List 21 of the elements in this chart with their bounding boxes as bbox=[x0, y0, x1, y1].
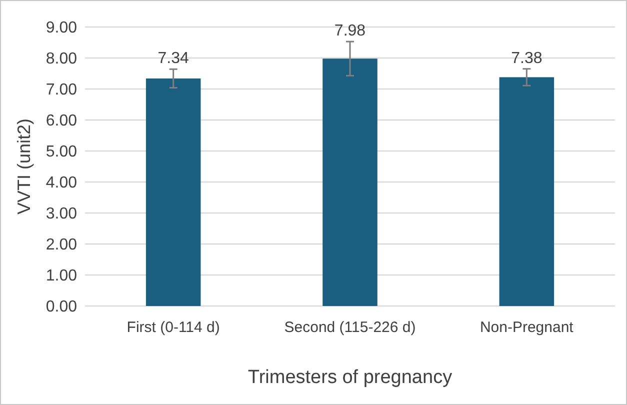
data-label: 7.98 bbox=[334, 22, 366, 40]
bar bbox=[322, 58, 378, 306]
y-tick-label: 6.00 bbox=[46, 112, 78, 130]
x-tick-label: Non-Pregnant bbox=[480, 319, 574, 336]
y-tick-label: 5.00 bbox=[46, 144, 78, 161]
y-axis-title: VVTI (unit2) bbox=[14, 118, 34, 215]
x-axis-title: Trimesters of pregnancy bbox=[248, 367, 453, 388]
y-tick-label: 8.00 bbox=[46, 50, 78, 68]
data-label: 7.38 bbox=[511, 50, 542, 67]
x-tick-label: Second (115-226 d) bbox=[284, 319, 416, 336]
y-tick-label: 0.00 bbox=[46, 298, 78, 316]
y-tick-label: 9.00 bbox=[46, 20, 78, 37]
bar bbox=[146, 78, 201, 306]
y-tick-label: 2.00 bbox=[46, 236, 78, 254]
y-tick-label: 4.00 bbox=[46, 174, 78, 192]
y-tick-label: 7.00 bbox=[46, 82, 78, 99]
x-tick-label: First (0-114 d) bbox=[126, 319, 220, 336]
y-tick-label: 1.00 bbox=[46, 268, 78, 285]
y-tick-label: 3.00 bbox=[46, 206, 78, 223]
bar bbox=[499, 77, 554, 306]
data-label: 7.34 bbox=[158, 50, 190, 68]
